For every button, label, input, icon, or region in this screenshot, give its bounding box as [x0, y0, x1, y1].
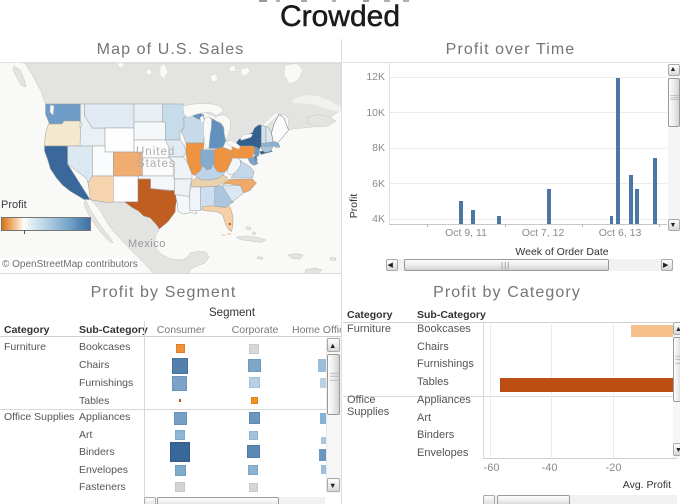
svg-text:Mexico: Mexico [128, 238, 166, 250]
svg-text:United: United [136, 146, 175, 158]
svg-text:States: States [137, 158, 176, 170]
